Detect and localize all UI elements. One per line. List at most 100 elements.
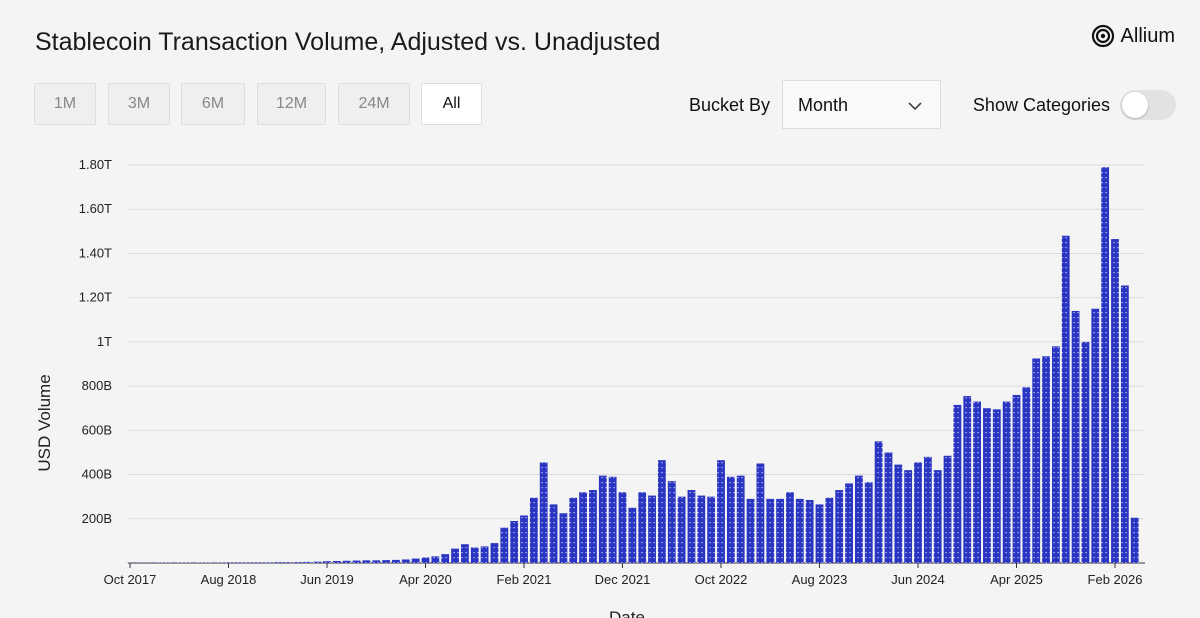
bar: [1091, 308, 1100, 563]
bar: [411, 558, 420, 563]
bar: [559, 513, 568, 563]
bar: [520, 515, 528, 563]
bar: [874, 441, 883, 563]
toggle-label: Show Categories: [972, 95, 1110, 115]
x-tick-label: Jun 2019: [300, 572, 354, 587]
bar: [264, 562, 272, 563]
bar: [224, 562, 233, 563]
x-tick-label: Oct 2022: [695, 572, 748, 587]
bar: [697, 495, 706, 563]
x-tick-label: Apr 2020: [399, 572, 452, 587]
bar: [372, 560, 381, 563]
bar: [983, 408, 991, 563]
bar: [638, 492, 647, 563]
range-button[interactable]: 1M: [34, 83, 96, 125]
bar: [490, 543, 499, 563]
bar: [1071, 310, 1080, 563]
bar: [923, 456, 932, 563]
bar: [815, 504, 824, 563]
brand-logo: [1091, 24, 1114, 48]
bar: [244, 562, 253, 563]
bar: [392, 559, 400, 563]
bar: [805, 499, 814, 563]
bar: [579, 492, 587, 563]
bar: [746, 498, 755, 563]
bar: [421, 557, 430, 563]
bar: [707, 496, 716, 563]
bar: [864, 482, 873, 563]
bar: [1111, 239, 1119, 564]
bar: [313, 561, 322, 563]
bar: [677, 496, 686, 563]
bar: [441, 554, 450, 563]
bar: [529, 497, 538, 563]
bar: [510, 520, 519, 563]
bar: [451, 548, 459, 563]
bar: [461, 544, 469, 563]
bar: [470, 547, 479, 563]
bar: [766, 498, 775, 563]
bucket-dropdown[interactable]: Month: [782, 80, 941, 129]
bar: [549, 504, 558, 563]
bar: [273, 562, 282, 563]
bar: [786, 492, 794, 563]
bar: [480, 546, 489, 563]
bar: [254, 562, 262, 563]
bar: [1081, 341, 1090, 563]
range-button[interactable]: 3M: [108, 83, 170, 125]
bar: [648, 495, 656, 563]
bar: [431, 556, 440, 563]
bar: [500, 527, 509, 563]
bar: [914, 462, 922, 563]
x-tick-label: Feb 2026: [1088, 572, 1143, 587]
y-tick-label: 800B: [82, 378, 112, 393]
bar: [845, 483, 853, 563]
range-button[interactable]: 24M: [338, 83, 410, 125]
bar: [1012, 394, 1021, 563]
bucket-value: Month: [798, 95, 849, 115]
bar: [1101, 167, 1110, 563]
bar: [658, 460, 666, 563]
brand: Allium: [1091, 24, 1175, 48]
bar: [362, 560, 371, 563]
bar: [687, 490, 696, 563]
range-button[interactable]: 6M: [181, 83, 245, 125]
bar: [352, 560, 361, 563]
bar: [382, 560, 390, 563]
bar: [332, 561, 341, 563]
bar: [598, 475, 607, 563]
bar: [973, 401, 981, 563]
bar: [992, 409, 1001, 563]
bar: [1052, 346, 1060, 563]
bar: [933, 470, 942, 563]
y-axis-label: USD Volume: [35, 374, 54, 471]
bucket-label: Bucket By: [688, 95, 770, 115]
y-tick-label: 1.80T: [79, 157, 112, 172]
bar: [283, 562, 292, 563]
bar: [825, 497, 834, 563]
bar: [904, 470, 913, 563]
bar: [589, 490, 597, 563]
bar: [569, 497, 578, 563]
bar: [1130, 517, 1139, 563]
title: Stablecoin Transaction Volume, Adjusted …: [35, 28, 661, 56]
y-tick-label: 1.60T: [79, 201, 112, 216]
bar: [943, 455, 952, 563]
x-tick-label: Feb 2021: [497, 572, 552, 587]
x-axis-label: Date: [609, 608, 645, 618]
bar: [855, 475, 863, 563]
bar: [953, 404, 962, 563]
range-button[interactable]: All: [421, 83, 482, 125]
categories-toggle[interactable]: [1120, 90, 1176, 120]
x-tick-label: Jun 2024: [891, 572, 945, 587]
bar: [835, 490, 844, 563]
bar: [1022, 387, 1031, 563]
bar: [1120, 285, 1129, 563]
x-tick-label: Aug 2018: [201, 572, 257, 587]
y-tick-label: 1.20T: [79, 290, 112, 305]
bar: [1061, 235, 1070, 563]
x-tick-label: Apr 2025: [990, 572, 1043, 587]
range-button[interactable]: 12M: [257, 83, 326, 125]
bar: [776, 498, 784, 563]
